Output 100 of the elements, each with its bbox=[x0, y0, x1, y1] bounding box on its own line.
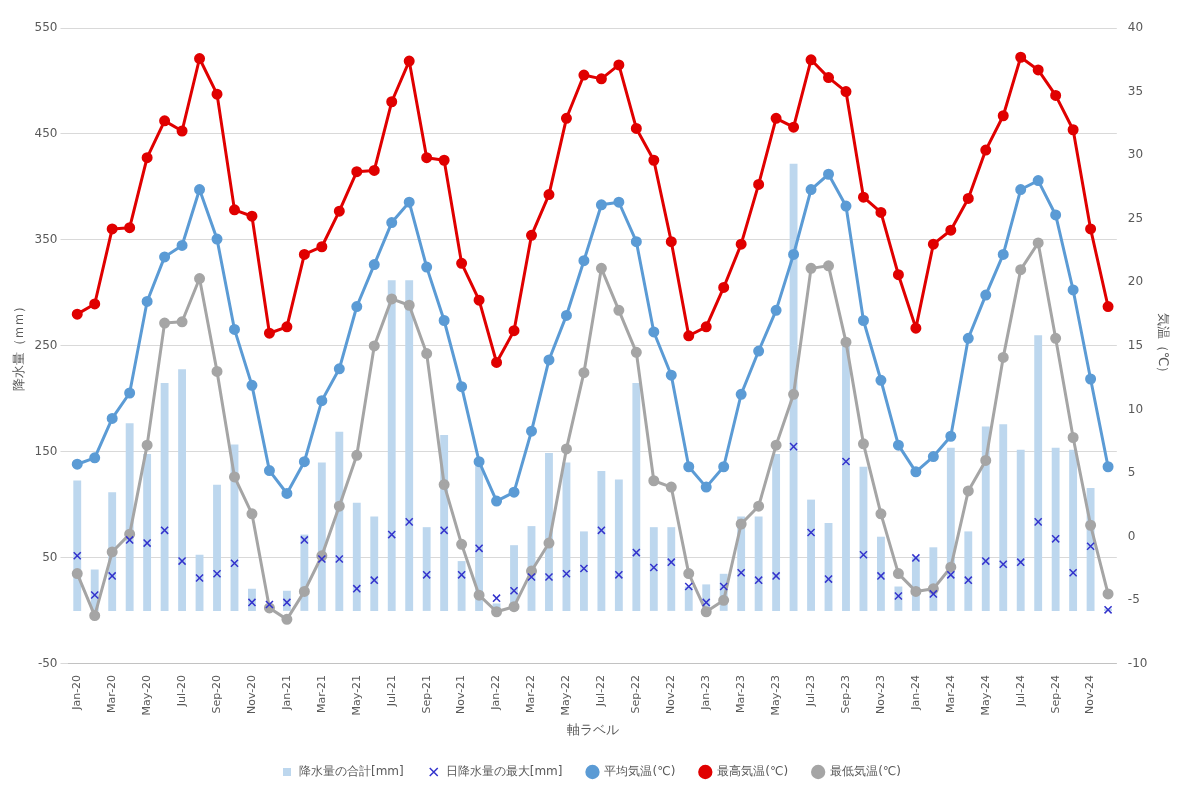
point bbox=[560, 443, 572, 455]
point bbox=[526, 229, 537, 241]
point bbox=[491, 356, 503, 368]
point bbox=[473, 294, 485, 306]
x-tick-label: Jul-22 bbox=[594, 674, 608, 708]
point bbox=[141, 295, 153, 307]
x-tick-label: Nov-21 bbox=[454, 674, 468, 715]
point bbox=[841, 457, 851, 466]
x-tick-label: Jan-20 bbox=[70, 674, 84, 711]
point bbox=[439, 526, 449, 535]
x-tick-label: Jul-20 bbox=[174, 674, 188, 708]
point bbox=[595, 199, 607, 211]
point bbox=[962, 332, 974, 344]
point bbox=[1015, 51, 1027, 63]
point bbox=[700, 606, 712, 618]
point bbox=[980, 289, 992, 301]
point bbox=[368, 164, 380, 176]
point bbox=[89, 452, 101, 464]
x-tick-label: Nov-23 bbox=[873, 674, 887, 715]
point bbox=[1085, 519, 1097, 531]
point bbox=[665, 236, 677, 248]
bar bbox=[387, 280, 396, 611]
point bbox=[683, 330, 695, 342]
x-tick-label: May-22 bbox=[559, 674, 573, 716]
bar bbox=[754, 516, 763, 611]
point bbox=[771, 571, 781, 581]
point bbox=[228, 471, 240, 483]
x-tick-label: Sep-20 bbox=[209, 674, 223, 714]
point bbox=[560, 112, 572, 124]
point bbox=[770, 112, 782, 124]
point bbox=[1015, 184, 1027, 196]
point bbox=[89, 610, 101, 622]
point bbox=[211, 233, 223, 245]
point bbox=[159, 251, 171, 263]
point bbox=[386, 96, 398, 108]
point bbox=[246, 379, 258, 391]
point bbox=[597, 526, 606, 535]
point bbox=[805, 54, 817, 66]
point bbox=[875, 374, 887, 386]
point bbox=[648, 475, 660, 487]
point bbox=[281, 613, 293, 625]
point bbox=[176, 125, 188, 137]
point bbox=[875, 508, 887, 520]
point bbox=[422, 570, 431, 580]
point bbox=[630, 346, 642, 358]
bar bbox=[1069, 449, 1078, 611]
y-tick-label: -50 bbox=[37, 656, 58, 671]
point bbox=[649, 563, 659, 572]
bar bbox=[1016, 449, 1025, 611]
point bbox=[1050, 89, 1062, 101]
point bbox=[962, 485, 974, 497]
point bbox=[1050, 332, 1062, 344]
point bbox=[263, 327, 275, 339]
point bbox=[789, 442, 798, 451]
point bbox=[177, 556, 187, 566]
point bbox=[840, 86, 852, 98]
point bbox=[333, 363, 345, 375]
point bbox=[194, 273, 206, 285]
point bbox=[316, 241, 328, 253]
point bbox=[962, 192, 974, 204]
x-tick-label: Mar-21 bbox=[314, 674, 328, 713]
point bbox=[736, 568, 746, 578]
point bbox=[700, 321, 712, 333]
point bbox=[788, 388, 800, 400]
legend-label: 降水量の合計[mm] bbox=[299, 764, 404, 779]
point bbox=[543, 189, 555, 201]
point bbox=[1068, 568, 1078, 578]
point bbox=[753, 178, 765, 190]
point bbox=[317, 554, 327, 564]
point bbox=[316, 395, 328, 407]
point bbox=[1032, 175, 1044, 187]
point bbox=[892, 568, 904, 580]
x-tick-label: Sep-24 bbox=[1048, 674, 1062, 714]
point bbox=[387, 530, 397, 539]
point bbox=[788, 121, 800, 133]
point bbox=[560, 309, 572, 321]
point bbox=[71, 308, 83, 320]
bar bbox=[684, 586, 693, 611]
point bbox=[578, 255, 590, 267]
point bbox=[927, 238, 939, 250]
point bbox=[613, 59, 625, 71]
point bbox=[72, 551, 82, 561]
point bbox=[404, 517, 414, 527]
point bbox=[805, 184, 817, 196]
x-axis-title: 軸ラベル bbox=[566, 721, 619, 737]
point bbox=[265, 600, 274, 609]
point bbox=[578, 69, 590, 81]
point bbox=[684, 582, 694, 591]
point bbox=[1067, 124, 1079, 136]
y2-tick-label: 30 bbox=[1127, 147, 1144, 162]
point bbox=[456, 257, 468, 269]
point bbox=[823, 168, 835, 180]
bar bbox=[335, 431, 344, 611]
point bbox=[456, 538, 468, 550]
point bbox=[859, 550, 868, 560]
point bbox=[1102, 588, 1114, 600]
point bbox=[753, 345, 765, 357]
point bbox=[351, 449, 363, 461]
point bbox=[632, 548, 641, 557]
point bbox=[648, 154, 660, 166]
